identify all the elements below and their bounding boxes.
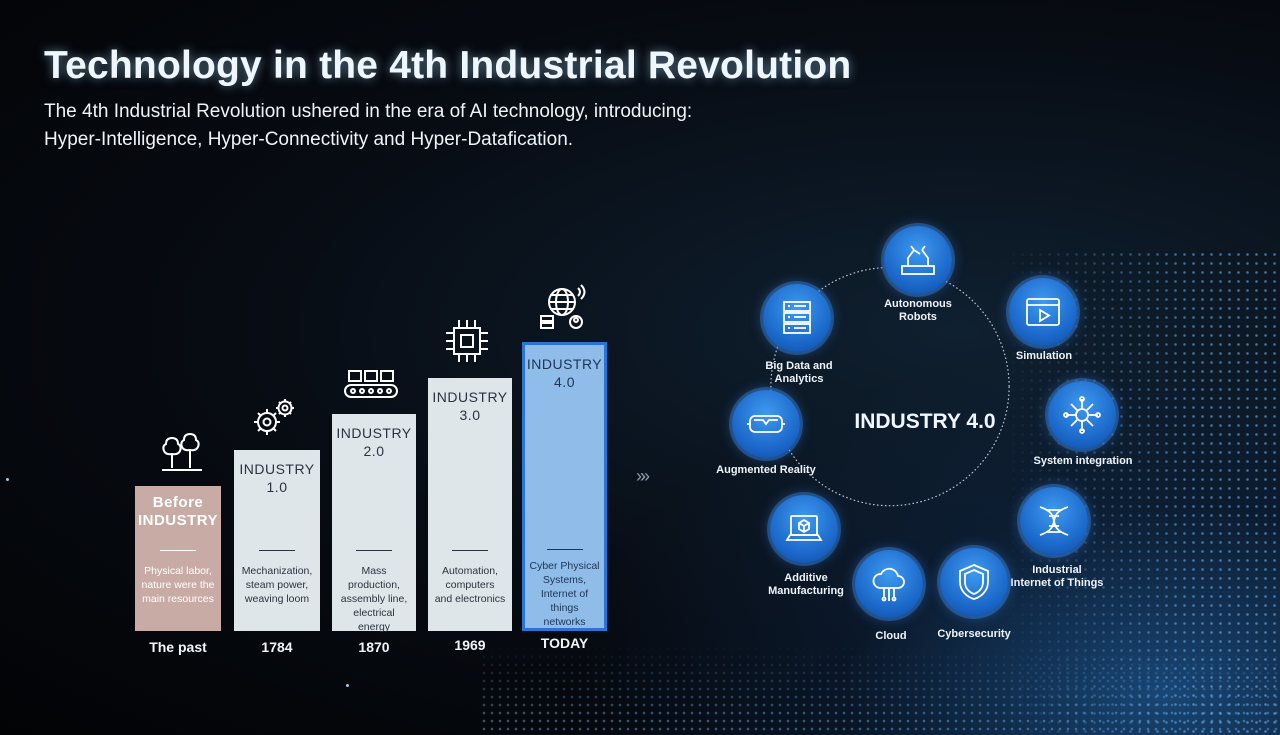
stair-name: INDUSTRY 3.0 [432, 389, 508, 423]
stair-divider [452, 550, 488, 551]
server-icon [783, 301, 811, 334]
node-cloud [855, 550, 923, 618]
node-label: Cloud [875, 630, 907, 642]
dna-icon [1039, 506, 1069, 536]
era-label: 1784 [261, 639, 293, 655]
stair-divider [160, 550, 196, 551]
stair-description: Physical labor, nature were the main res… [141, 565, 215, 605]
cloud-icon [872, 567, 905, 602]
stair-divider [546, 549, 583, 550]
stair-bar-before-industry: Before INDUSTRY Physical labor, nature w… [135, 486, 221, 631]
stair-description: Mass production, assembly line, electric… [340, 565, 408, 633]
node-augmented-reality [732, 390, 800, 458]
stair-divider [356, 550, 392, 551]
gears-icon [254, 399, 294, 435]
stair-description: Automation, computers and electronics [434, 565, 506, 605]
node-industrial-iot [1020, 487, 1088, 555]
node-additive-manufacturing [770, 495, 838, 563]
slide-title: Technology in the 4th Industrial Revolut… [44, 44, 852, 87]
vr-headset-icon [747, 415, 785, 433]
shield-icon [959, 564, 989, 600]
chip-icon [446, 320, 488, 362]
stair-bar-industry-4: INDUSTRY 4.0 Cyber Physical Systems, Int… [522, 342, 607, 631]
stair-divider [259, 550, 295, 551]
conveyor-icon [344, 370, 398, 398]
subtitle-line-2: Hyper-Intelligence, Hyper-Connectivity a… [44, 129, 574, 150]
era-label: 1969 [454, 637, 486, 653]
stair-name: INDUSTRY 2.0 [336, 425, 412, 459]
background-dot-pattern-bottom [480, 645, 1280, 735]
ring-center-label: INDUSTRY 4.0 [854, 410, 996, 433]
node-simulation [1009, 278, 1077, 346]
era-label: The past [149, 639, 207, 655]
node-label: Industrial Internet of Things [1010, 564, 1104, 589]
node-label: Big Data and Analytics [765, 360, 833, 385]
node-big-data [763, 284, 831, 352]
stair-bar-industry-1: INDUSTRY 1.0 Mechanization, steam power,… [234, 450, 320, 631]
node-label: Autonomous Robots [884, 298, 952, 323]
stair-name: Before INDUSTRY [137, 494, 219, 529]
decorative-sparkle [6, 478, 9, 481]
stair-description: Mechanization, steam power, weaving loom [241, 565, 313, 605]
globe-network-icon [540, 284, 586, 329]
node-label: System integration [1033, 455, 1133, 467]
stair-bar-industry-2: INDUSTRY 2.0 Mass production, assembly l… [332, 414, 416, 633]
node-label: Cybersecurity [937, 628, 1011, 640]
stair-description: Cyber Physical Systems, Internet of thin… [529, 560, 600, 628]
laptop-cube-icon [785, 515, 823, 541]
subtitle-line-1: The 4th Industrial Revolution ushered in… [44, 101, 693, 122]
era-label: TODAY [540, 635, 589, 651]
node-label: Augmented Reality [716, 464, 816, 476]
decorative-sparkle [346, 684, 349, 687]
node-system-integration [1048, 381, 1116, 449]
stair-name: INDUSTRY 1.0 [239, 461, 315, 495]
network-hub-icon [1063, 396, 1101, 434]
trees-icon [162, 432, 202, 471]
slide-subtitle: The 4th Industrial Revolution ushered in… [44, 98, 804, 154]
stair-name: INDUSTRY 4.0 [526, 356, 603, 390]
node-cybersecurity [940, 548, 1008, 616]
node-label: Simulation [1015, 350, 1073, 362]
stair-bar-industry-3: INDUSTRY 3.0 Automation, computers and e… [428, 378, 512, 631]
node-autonomous-robots [884, 226, 952, 294]
robot-arm-icon [901, 245, 935, 275]
play-window-icon [1026, 298, 1060, 326]
transition-arrows-icon: »» [636, 466, 650, 486]
era-label: 1870 [358, 639, 390, 655]
node-label: Additive Manufacturing [768, 572, 844, 597]
